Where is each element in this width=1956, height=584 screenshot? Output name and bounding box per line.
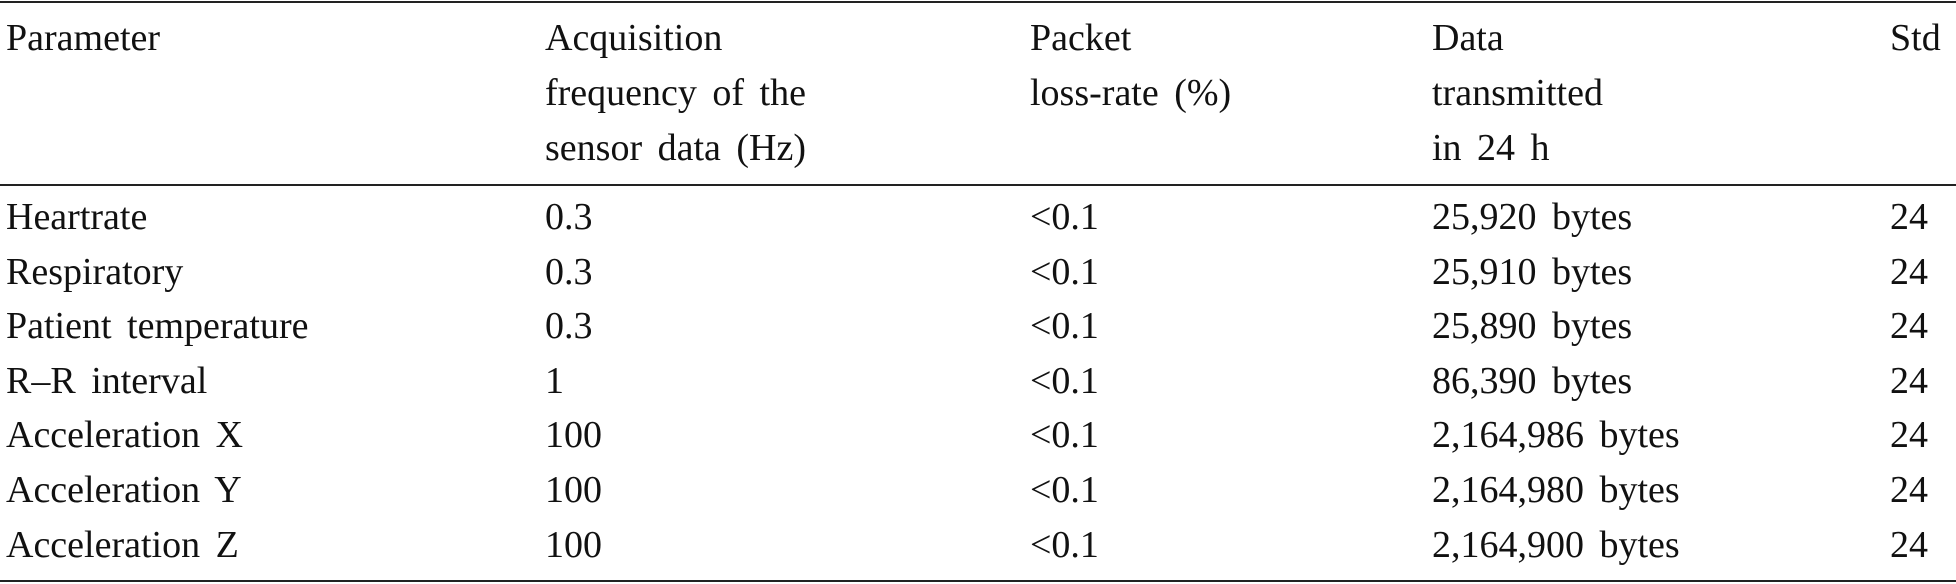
top-rule	[0, 1, 1956, 3]
table-cell: Acceleration Y	[6, 469, 242, 511]
header-cell: sensor data (Hz)	[545, 127, 807, 169]
header-cell: Std	[1890, 17, 1941, 59]
table-cell: <0.1	[1030, 250, 1099, 293]
table-cell: 24	[1890, 305, 1928, 348]
table-cell: 25,890 bytes	[1432, 305, 1633, 348]
header-cell: Acquisition	[545, 17, 723, 59]
header-cell: in 24 h	[1432, 127, 1550, 169]
table-cell: <0.1	[1030, 359, 1099, 402]
table-cell: <0.1	[1030, 523, 1099, 566]
table-cell: Heartrate	[6, 196, 148, 238]
table-cell: 2,164,980 bytes	[1432, 469, 1680, 511]
header-cell: Parameter	[6, 17, 161, 59]
table-cell: 0.3	[545, 250, 593, 293]
table-cell: R–R interval	[6, 359, 208, 402]
table-cell: 24	[1890, 469, 1928, 511]
table-cell: 100	[545, 469, 602, 511]
table-cell: 0.3	[545, 196, 593, 238]
table-cell: 24	[1890, 250, 1928, 293]
table-cell: <0.1	[1030, 469, 1099, 511]
table-cell: Patient temperature	[6, 305, 309, 348]
table-cell: 25,910 bytes	[1432, 250, 1633, 293]
table-cell: <0.1	[1030, 305, 1099, 348]
header-rule	[0, 184, 1956, 186]
table-cell: 86,390 bytes	[1432, 359, 1633, 402]
table-cell: 100	[545, 523, 602, 566]
header-cell: Data	[1432, 17, 1504, 59]
header-cell: frequency of the	[545, 72, 806, 114]
table-cell: 100	[545, 414, 602, 457]
table-cell: Acceleration X	[6, 414, 244, 457]
table-cell: 1	[545, 359, 564, 402]
table-cell: Acceleration Z	[6, 523, 239, 566]
table-cell: 2,164,986 bytes	[1432, 414, 1680, 457]
header-cell: Packet	[1030, 17, 1132, 59]
header-cell: loss-rate (%)	[1030, 72, 1232, 114]
table-cell: Respiratory	[6, 250, 184, 293]
table-cell: <0.1	[1030, 196, 1099, 238]
table-cell: 24	[1890, 523, 1928, 566]
table-cell: <0.1	[1030, 414, 1099, 457]
bottom-rule	[0, 580, 1956, 582]
table-cell: 25,920 bytes	[1432, 196, 1633, 238]
header-cell: transmitted	[1432, 72, 1603, 114]
table-cell: 24	[1890, 414, 1928, 457]
table-cell: 24	[1890, 359, 1928, 402]
table-cell: 2,164,900 bytes	[1432, 523, 1680, 566]
table-cell: 0.3	[545, 305, 593, 348]
table-cell: 24	[1890, 196, 1928, 238]
